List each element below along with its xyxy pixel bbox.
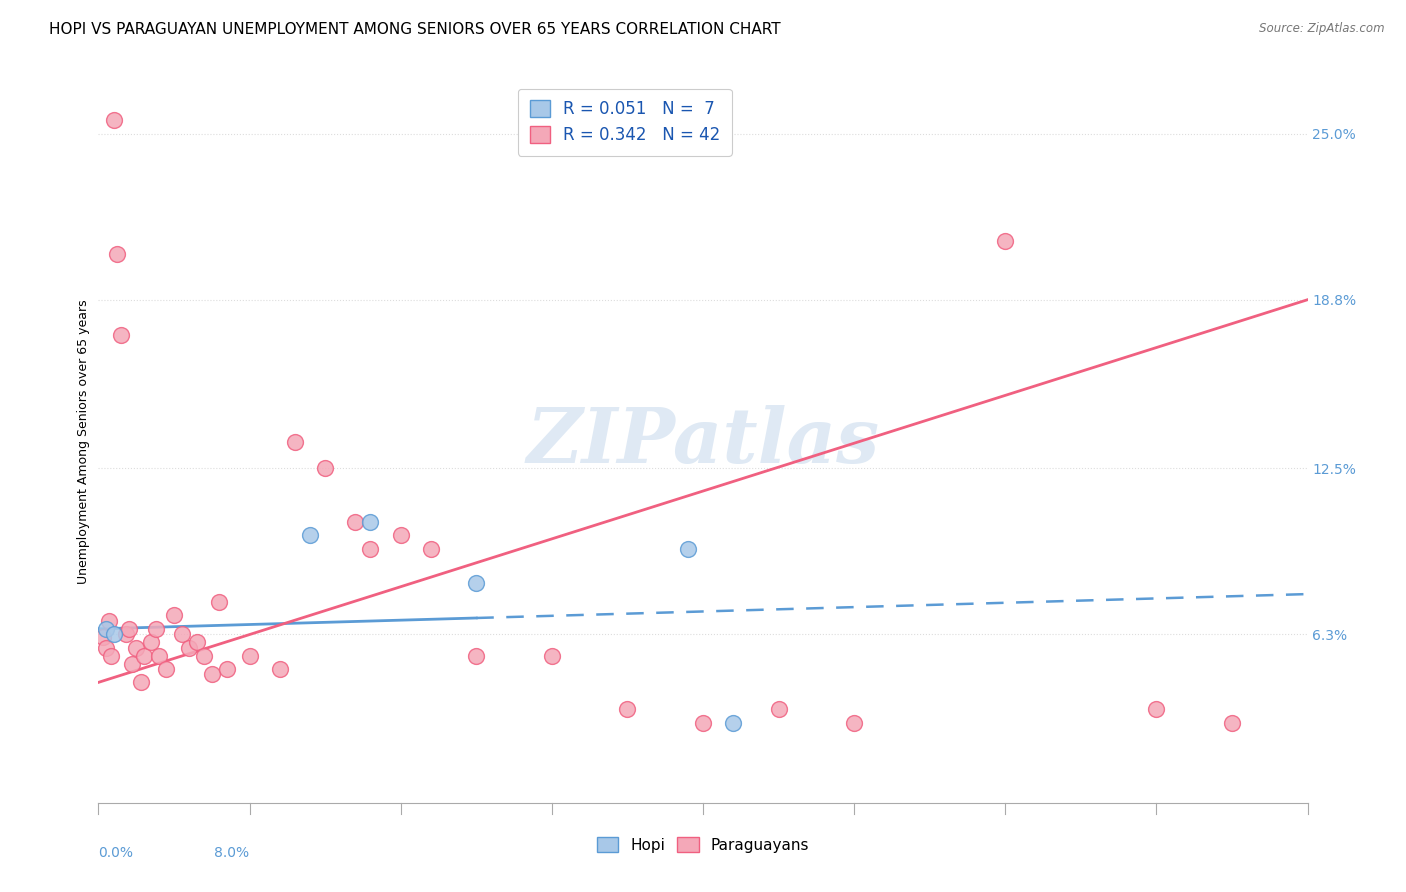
Point: [141, 635, 163, 649]
Point: [186, 635, 208, 649]
Point: [100, 648, 122, 663]
Point: [239, 648, 262, 663]
Point: [465, 576, 488, 591]
Point: [201, 667, 224, 681]
Point: [844, 715, 866, 730]
Point: [360, 515, 382, 529]
Point: [389, 528, 412, 542]
Point: [110, 327, 132, 342]
Point: [148, 648, 170, 663]
Point: [98, 614, 121, 628]
Point: [208, 595, 231, 609]
Point: [215, 662, 238, 676]
Point: [420, 541, 443, 556]
Point: [692, 715, 714, 730]
Point: [103, 627, 125, 641]
Point: [91, 630, 114, 644]
Point: [540, 648, 562, 663]
Point: [105, 247, 128, 261]
Legend: Hopi, Paraguayans: Hopi, Paraguayans: [589, 829, 817, 860]
Point: [676, 541, 699, 556]
Text: ZIPatlas: ZIPatlas: [526, 405, 880, 478]
Y-axis label: Unemployment Among Seniors over 65 years: Unemployment Among Seniors over 65 years: [77, 299, 90, 584]
Point: [129, 675, 152, 690]
Text: Source: ZipAtlas.com: Source: ZipAtlas.com: [1260, 22, 1385, 36]
Point: [314, 461, 336, 475]
Point: [179, 640, 201, 655]
Point: [269, 662, 291, 676]
Point: [155, 662, 177, 676]
Point: [768, 702, 790, 716]
Point: [121, 657, 143, 671]
Point: [1146, 702, 1168, 716]
Point: [284, 434, 307, 449]
Point: [118, 622, 141, 636]
Point: [163, 608, 186, 623]
Point: [299, 528, 322, 542]
Point: [125, 640, 148, 655]
Point: [103, 113, 125, 128]
Point: [994, 234, 1017, 248]
Text: 8.0%: 8.0%: [215, 847, 250, 860]
Point: [170, 627, 193, 641]
Point: [94, 640, 117, 655]
Point: [145, 622, 167, 636]
Point: [723, 715, 745, 730]
Point: [114, 627, 136, 641]
Point: [616, 702, 638, 716]
Point: [193, 648, 215, 663]
Point: [465, 648, 488, 663]
Point: [132, 648, 155, 663]
Point: [360, 541, 382, 556]
Text: HOPI VS PARAGUAYAN UNEMPLOYMENT AMONG SENIORS OVER 65 YEARS CORRELATION CHART: HOPI VS PARAGUAYAN UNEMPLOYMENT AMONG SE…: [49, 22, 780, 37]
Text: 0.0%: 0.0%: [98, 847, 134, 860]
Point: [1220, 715, 1243, 730]
Point: [344, 515, 367, 529]
Point: [94, 622, 117, 636]
